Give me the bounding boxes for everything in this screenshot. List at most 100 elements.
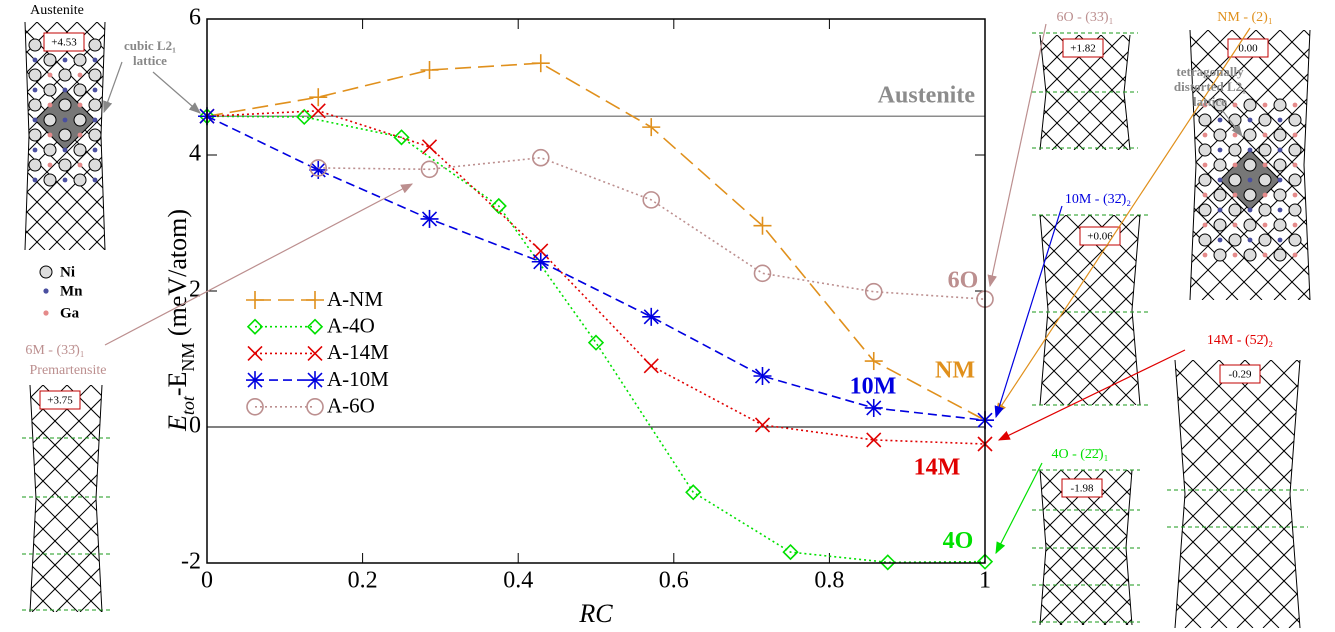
atom-mn	[1247, 177, 1253, 183]
legend-label: A-10M	[327, 367, 389, 391]
legend-label: A-4O	[327, 314, 375, 338]
series-line	[206, 115, 986, 421]
structure-label: 4O - (2̄2̄)₁	[1052, 447, 1109, 462]
legend-marker	[246, 318, 264, 335]
marker	[420, 209, 439, 228]
atom-ni	[28, 158, 42, 172]
lattice-line	[1175, 360, 1254, 628]
arrow	[995, 462, 1043, 555]
marker	[685, 484, 702, 501]
atom-mn	[32, 57, 38, 63]
atom-ni	[1258, 233, 1272, 247]
atom-ga	[77, 72, 83, 78]
lattice-line	[0, 385, 19, 612]
lattice-line	[55, 385, 102, 612]
lattice-line	[1330, 215, 1335, 405]
y-tick-label: 0	[189, 413, 201, 439]
lattice-line	[1190, 30, 1287, 300]
end-label: 14M	[914, 455, 961, 481]
atom-ga	[1202, 252, 1208, 258]
atom-ni	[73, 53, 87, 67]
note: distorted L2₁	[1174, 79, 1246, 94]
atom-mn	[1247, 147, 1253, 153]
structure-label: NM - (2)₁	[1217, 10, 1272, 25]
lattice-line	[1306, 215, 1335, 405]
atom-label: Ni	[60, 264, 75, 280]
marker-shape	[879, 554, 896, 571]
energy-label: -1.98	[1071, 483, 1094, 495]
lattice-line	[1175, 360, 1300, 628]
lattice-line	[30, 385, 102, 612]
marker	[310, 103, 326, 119]
atom-ga	[1262, 132, 1268, 138]
note: tetragonally	[1176, 64, 1244, 79]
atom-mn	[62, 177, 68, 183]
energy-box	[1061, 478, 1103, 498]
lattice-edge	[1303, 29, 1311, 301]
legend-marker	[246, 291, 264, 309]
series-line	[318, 156, 986, 300]
atom-mn	[92, 57, 98, 63]
atom-ni	[1288, 113, 1302, 127]
lattice-line	[1210, 360, 1300, 628]
atom-ni	[1243, 218, 1257, 232]
lattice-line	[30, 385, 102, 612]
lattice-edge	[1039, 214, 1049, 406]
atom-ni	[1213, 218, 1227, 232]
atom-ni	[1288, 203, 1302, 217]
energy-box	[39, 390, 81, 410]
atom-mn	[1277, 117, 1283, 123]
atom-mn	[62, 117, 68, 123]
lattice-line	[1190, 30, 1310, 300]
atom-mn	[62, 87, 68, 93]
lattice-line	[25, 22, 78, 250]
atom-mn	[1217, 237, 1223, 243]
lattice-line	[30, 385, 102, 612]
legend-marker	[306, 291, 324, 309]
atom-ga	[47, 102, 53, 108]
lattice-line	[1126, 470, 1132, 625]
lattice-line	[1040, 215, 1091, 405]
lattice-line	[1190, 30, 1305, 300]
lattice-line	[1193, 470, 1335, 625]
lattice-line	[1089, 215, 1140, 405]
lattice-line	[1175, 360, 1300, 628]
lattice-line	[30, 385, 102, 612]
marker	[879, 554, 896, 571]
lattice-edge	[1174, 359, 1186, 629]
lattice-line	[1040, 215, 1089, 405]
marker	[420, 160, 439, 179]
y-label-part: E	[163, 415, 192, 432]
marker	[587, 334, 605, 351]
marker	[296, 108, 313, 126]
atom-ni	[1243, 158, 1257, 172]
energy-box	[43, 32, 85, 52]
lattice-line	[1225, 30, 1310, 300]
marker-stroke	[643, 358, 659, 374]
lattice-edge	[29, 384, 37, 613]
marker	[309, 88, 328, 107]
atom-ga	[1202, 222, 1208, 228]
x-tick-label: 0.2	[348, 568, 378, 594]
atom-ni	[1243, 98, 1257, 112]
lattice-line	[1040, 470, 1107, 625]
reference-label: Austenite	[878, 83, 976, 109]
arrow	[997, 349, 1186, 441]
y-label-part: -E	[163, 372, 192, 397]
lattice-line	[25, 22, 105, 250]
structure-label: 6M - (33̄)₁	[25, 343, 84, 358]
marker	[490, 197, 507, 215]
marker-stroke	[247, 372, 263, 388]
lattice-line	[30, 385, 102, 612]
atom-ni	[1288, 173, 1302, 187]
lattice-line	[30, 385, 102, 612]
atom-mn	[1247, 237, 1253, 243]
lattice-line	[1190, 30, 1310, 300]
atom-mn	[32, 87, 38, 93]
lattice-line	[30, 385, 102, 612]
atom-ga	[1232, 252, 1238, 258]
lattice-line	[1190, 30, 1310, 300]
atom-mn	[62, 147, 68, 153]
marker-shape	[246, 397, 264, 416]
